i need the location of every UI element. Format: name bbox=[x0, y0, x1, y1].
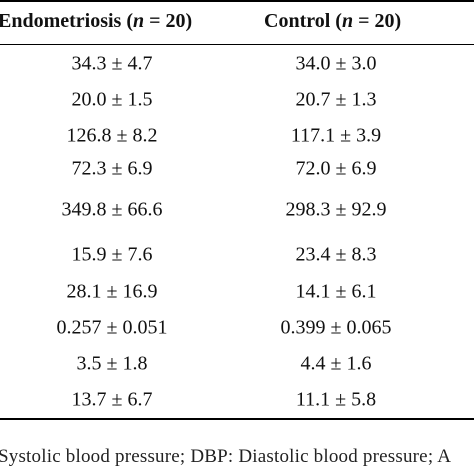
table-row: 72.3 ± 6.9 72.0 ± 6.9 bbox=[0, 154, 474, 184]
cell-control: 4.4 ± 1.6 bbox=[300, 352, 372, 375]
header-endometriosis-count: = 20) bbox=[144, 10, 193, 32]
table-header-row: Endometriosis (n = 20) Control (n = 20) bbox=[0, 10, 474, 36]
cell-endometriosis: 126.8 ± 8.2 bbox=[66, 124, 158, 147]
cell-control: 72.0 ± 6.9 bbox=[295, 157, 377, 180]
cell-endometriosis: 15.9 ± 7.6 bbox=[71, 243, 153, 266]
table-row: 34.3 ± 4.7 34.0 ± 3.0 bbox=[0, 46, 474, 82]
table-header-rule bbox=[0, 44, 474, 45]
cell-endometriosis: 28.1 ± 16.9 bbox=[66, 280, 158, 303]
header-control-label: Control ( bbox=[264, 10, 342, 32]
table-row: 28.1 ± 16.9 14.1 ± 6.1 bbox=[0, 274, 474, 310]
table-row: 13.7 ± 6.7 11.1 ± 5.8 bbox=[0, 382, 474, 418]
table-row: 3.5 ± 1.8 4.4 ± 1.6 bbox=[0, 346, 474, 382]
header-control-count: = 20) bbox=[353, 10, 402, 32]
table-footnote: Systolic blood pressure; DBP: Diastolic … bbox=[0, 446, 452, 467]
header-endometriosis-n: n bbox=[133, 10, 145, 32]
header-control-n: n bbox=[341, 10, 354, 32]
table-row: 349.8 ± 66.6 298.3 ± 92.9 bbox=[0, 184, 474, 236]
cell-control: 11.1 ± 5.8 bbox=[295, 388, 377, 411]
cell-control: 298.3 ± 92.9 bbox=[285, 198, 387, 221]
cell-control: 34.0 ± 3.0 bbox=[295, 52, 377, 75]
cell-control: 20.7 ± 1.3 bbox=[295, 88, 377, 111]
cell-endometriosis: 0.257 ± 0.051 bbox=[56, 316, 168, 339]
cell-control: 14.1 ± 6.1 bbox=[295, 280, 377, 303]
header-endometriosis-label: Endometriosis ( bbox=[0, 10, 133, 32]
header-control: Control (n = 20) bbox=[264, 10, 401, 33]
cell-endometriosis: 13.7 ± 6.7 bbox=[71, 388, 153, 411]
table-row: 126.8 ± 8.2 117.1 ± 3.9 bbox=[0, 118, 474, 154]
cell-endometriosis: 72.3 ± 6.9 bbox=[71, 157, 153, 180]
header-endometriosis: Endometriosis (n = 20) bbox=[0, 10, 192, 33]
cell-control: 23.4 ± 8.3 bbox=[295, 243, 377, 266]
cell-endometriosis: 3.5 ± 1.8 bbox=[76, 352, 148, 375]
table-bottom-rule bbox=[0, 418, 474, 420]
cell-control: 117.1 ± 3.9 bbox=[290, 124, 382, 147]
table-top-rule bbox=[0, 0, 474, 2]
table-row: 0.257 ± 0.051 0.399 ± 0.065 bbox=[0, 310, 474, 346]
cell-control: 0.399 ± 0.065 bbox=[280, 316, 392, 339]
table-row: 15.9 ± 7.6 23.4 ± 8.3 bbox=[0, 236, 474, 274]
cell-endometriosis: 20.0 ± 1.5 bbox=[71, 88, 153, 111]
table-row: 20.0 ± 1.5 20.7 ± 1.3 bbox=[0, 82, 474, 118]
cell-endometriosis: 349.8 ± 66.6 bbox=[61, 198, 163, 221]
cell-endometriosis: 34.3 ± 4.7 bbox=[71, 52, 153, 75]
